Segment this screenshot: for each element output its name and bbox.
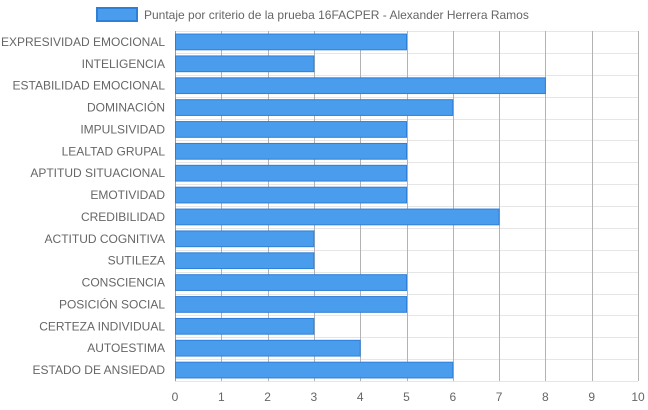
x-tick-label: 0 [172,390,179,404]
y-tick-label: ESTABILIDAD EMOCIONAL [13,79,166,93]
bar[interactable] [175,121,407,138]
chart-legend[interactable]: Puntaje por criterio de la prueba 16FACP… [96,7,529,22]
x-tick-label: 9 [588,390,595,404]
bar[interactable] [175,361,454,379]
y-tick-label: LEALTAD GRUPAL [62,144,166,158]
legend-swatch [96,7,138,22]
y-tick-label: CERTEZA INDIVIDUAL [39,319,165,333]
y-tick-label: INTELIGENCIA [82,57,165,71]
bar[interactable] [175,208,500,226]
bar[interactable] [175,77,546,95]
y-tick-label: ESTADO DE ANSIEDAD [33,363,166,377]
x-tick-label: 8 [542,390,549,404]
x-tick-label: 6 [449,390,456,404]
bar[interactable] [175,296,407,313]
x-tick-label: 7 [496,390,503,404]
x-tick-label: 4 [357,390,364,404]
y-tick-label: DOMINACIÓN [87,100,165,115]
y-tick-label: IMPULSIVIDAD [80,122,165,136]
chart-bars [175,33,546,379]
bar[interactable] [175,339,361,357]
chart-grid [175,31,639,382]
x-tick-label: 3 [311,390,318,404]
bar[interactable] [175,164,407,182]
bar[interactable] [175,142,407,160]
x-tick-label: 1 [218,390,225,404]
bar[interactable] [175,186,407,204]
x-tick-label: 5 [403,390,410,404]
y-tick-label: CREDIBILIDAD [81,210,165,224]
bar[interactable] [175,99,454,116]
legend-label: Puntaje por criterio de la prueba 16FACP… [144,8,529,22]
bar[interactable] [175,317,315,335]
bar[interactable] [175,33,407,51]
y-axis-labels: EXPRESIVIDAD EMOCIONAL INTELIGENCIA ESTABI… [1,35,165,377]
y-tick-label: ACTITUD COGNITIVA [45,232,165,246]
y-tick-label: EMOTIVIDAD [90,188,165,202]
y-tick-label: APTITUD SITUACIONAL [30,166,165,180]
y-tick-label: CONSCIENCIA [82,276,165,290]
bar[interactable] [175,230,315,248]
bar[interactable] [175,274,407,291]
x-axis-ticks: 0 1 2 3 4 5 6 7 8 9 10 [172,390,645,404]
y-tick-label: SUTILEZA [108,254,165,268]
bar[interactable] [175,252,315,270]
x-tick-label: 10 [631,390,645,404]
y-tick-label: EXPRESIVIDAD EMOCIONAL [1,35,165,49]
x-tick-label: 2 [264,390,271,404]
bar[interactable] [175,55,315,73]
y-tick-label: AUTOESTIMA [87,341,165,355]
y-tick-label: POSICIÓN SOCIAL [59,296,165,311]
